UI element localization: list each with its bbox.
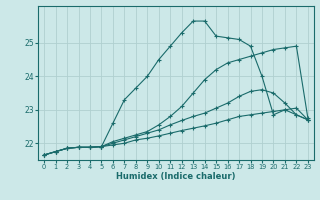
X-axis label: Humidex (Indice chaleur): Humidex (Indice chaleur) (116, 172, 236, 181)
